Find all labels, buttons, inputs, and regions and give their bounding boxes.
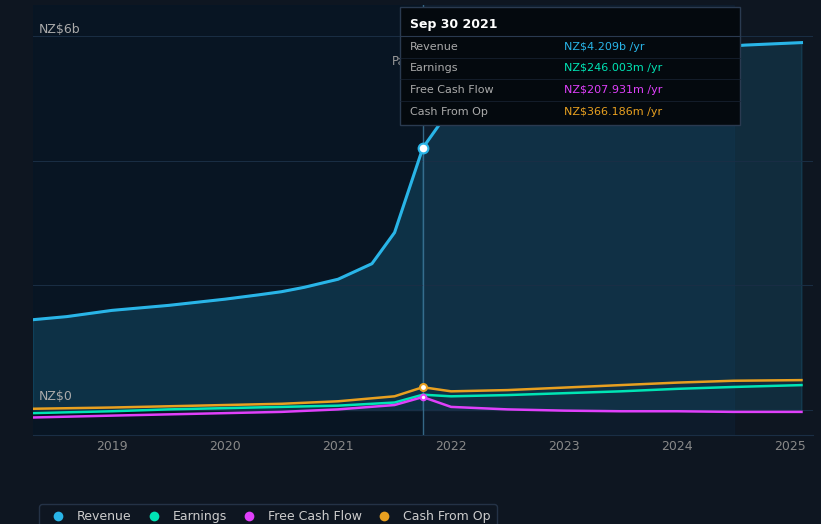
Text: NZ$246.003m /yr: NZ$246.003m /yr — [564, 63, 663, 73]
Text: NZ$6b: NZ$6b — [39, 24, 80, 36]
Legend: Revenue, Earnings, Free Cash Flow, Cash From Op: Revenue, Earnings, Free Cash Flow, Cash … — [39, 504, 497, 524]
Bar — [33, 5, 423, 435]
Text: Sep 30 2021: Sep 30 2021 — [410, 18, 498, 31]
Text: Past: Past — [392, 55, 416, 68]
Text: NZ$366.186m /yr: NZ$366.186m /yr — [564, 107, 663, 117]
Text: Analysts Forecasts: Analysts Forecasts — [429, 55, 539, 68]
Bar — [423, 5, 734, 435]
Text: NZ$4.209b /yr: NZ$4.209b /yr — [564, 41, 644, 51]
Text: Revenue: Revenue — [410, 41, 458, 51]
Text: Earnings: Earnings — [410, 63, 458, 73]
Text: Free Cash Flow: Free Cash Flow — [410, 85, 493, 95]
Text: NZ$0: NZ$0 — [39, 389, 72, 402]
Text: Cash From Op: Cash From Op — [410, 107, 488, 117]
Text: NZ$207.931m /yr: NZ$207.931m /yr — [564, 85, 663, 95]
